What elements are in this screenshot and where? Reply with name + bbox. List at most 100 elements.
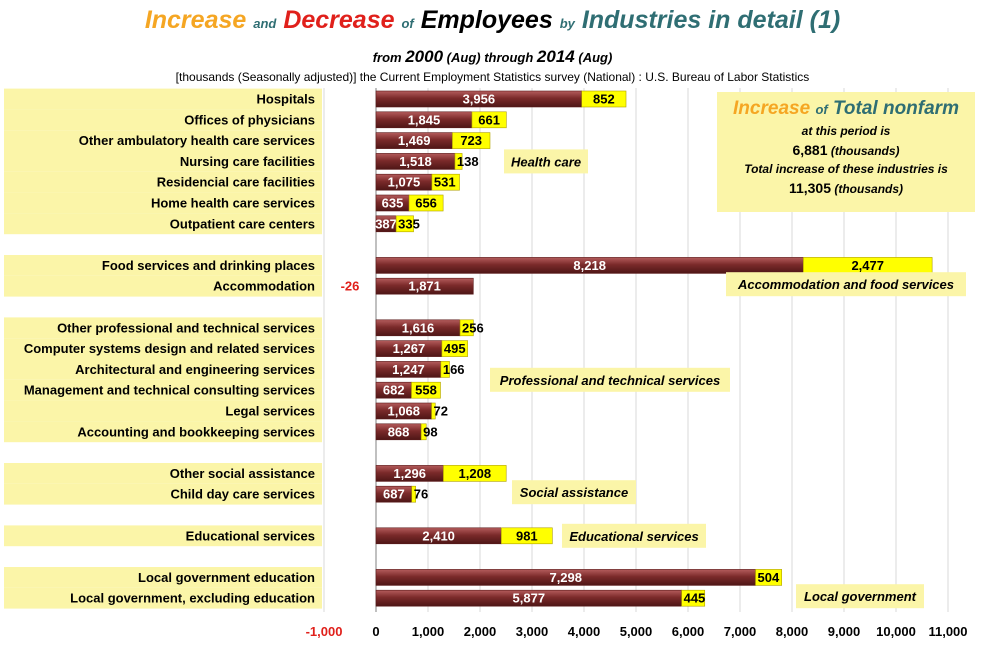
info-word-of: of	[815, 102, 828, 117]
title-word-increase: Increase	[144, 6, 247, 34]
info-total-nonfarm-value: 6,881	[792, 142, 828, 158]
row-label-band	[4, 359, 322, 380]
row-label: Other social assistance	[170, 466, 315, 481]
change-bar	[454, 153, 463, 170]
base-value-label: 8,218	[573, 258, 606, 273]
change-value-label: 256	[462, 320, 484, 335]
info-total-industries-value: 11,305	[788, 180, 832, 196]
row-label-band	[4, 192, 322, 214]
base-value-label: 1,845	[408, 112, 441, 127]
x-tick-label: 4,000	[568, 624, 601, 639]
change-bar	[408, 194, 444, 212]
change-value-label: 495	[444, 341, 466, 356]
row-label-band	[4, 255, 322, 276]
info-unit-2: (thousands)	[834, 182, 904, 196]
group-label: Local government	[804, 589, 917, 604]
change-bar	[459, 319, 474, 337]
base-value-label: 1,247	[392, 362, 425, 377]
group-label-box	[726, 272, 966, 297]
row-label-band	[4, 525, 322, 547]
row-label: Hospitals	[256, 92, 315, 107]
change-bar	[681, 589, 706, 607]
subtitle-end-month: (Aug)	[578, 50, 613, 65]
subtitle-through: (Aug) through	[446, 50, 534, 65]
row-label-band	[4, 171, 322, 193]
subtitle-end-year: 2014	[536, 47, 575, 66]
info-line-1: at this period is	[801, 124, 891, 138]
row-label: Residencial care facilities	[157, 175, 315, 190]
title-word-industries: Industries in detail (1)	[581, 6, 841, 34]
change-bar	[443, 465, 507, 482]
info-word-total-nonfarm: Total nonfarm	[833, 98, 959, 119]
row-label: Nursing care facilities	[180, 154, 315, 169]
row-label-band	[4, 317, 322, 339]
base-value-label: 687	[383, 487, 405, 502]
row-label: Other professional and technical service…	[57, 320, 315, 335]
row-label-band	[4, 483, 322, 505]
row-label: Accounting and bookkeeping services	[77, 424, 315, 439]
change-value-label: 531	[434, 175, 456, 190]
change-bar	[395, 215, 414, 233]
subtitle-from: from	[372, 50, 402, 65]
base-value-label: 1,075	[388, 175, 421, 190]
x-tick-label: 0	[372, 624, 379, 639]
group-label: Educational services	[569, 529, 698, 544]
info-header: Increase of Total nonfarm	[717, 98, 975, 120]
base-value-label: 1,296	[393, 466, 426, 481]
row-label: Outpatient care centers	[170, 216, 315, 231]
change-bar	[755, 569, 783, 586]
change-value-label: 138	[457, 154, 479, 169]
change-bar	[420, 423, 427, 441]
base-value-label: 1,871	[408, 279, 441, 294]
row-label: Other ambulatory health care services	[79, 133, 315, 148]
base-value-label: 1,616	[402, 320, 435, 335]
row-label: Computer systems design and related serv…	[24, 341, 315, 356]
title-word-by: by	[559, 16, 575, 31]
row-label: Local government education	[138, 570, 315, 585]
group-label-box	[490, 367, 730, 392]
change-value-label: 445	[684, 591, 706, 606]
row-label: Local government, excluding education	[70, 591, 315, 606]
change-value-label: 661	[478, 112, 500, 127]
x-tick-label: 8,000	[776, 624, 809, 639]
change-value-label: 76	[414, 487, 428, 502]
change-value-label: 2,477	[851, 258, 884, 273]
base-value-label: 1,267	[393, 341, 426, 356]
row-label-band	[4, 400, 322, 422]
row-label-band	[4, 379, 322, 401]
row-label: Management and technical consulting serv…	[24, 383, 315, 398]
row-label: Legal services	[225, 404, 315, 419]
x-tick-label: 3,000	[516, 624, 549, 639]
x-tick-label: 2,000	[464, 624, 497, 639]
change-value-label: 723	[460, 133, 482, 148]
row-label-band	[4, 275, 322, 297]
base-bar	[375, 277, 474, 295]
group-label-box	[796, 584, 924, 609]
title-word-of: of	[401, 16, 414, 31]
subtitle-start-year: 2000	[405, 47, 444, 66]
x-tick-label: 6,000	[672, 624, 705, 639]
title-word-and: and	[253, 16, 277, 31]
change-bar	[581, 90, 627, 108]
row-label: Accommodation	[213, 279, 315, 294]
info-word-increase: Increase	[733, 98, 811, 119]
row-label-band	[4, 213, 322, 235]
x-tick-label: 9,000	[828, 624, 861, 639]
base-value-label: 1,068	[387, 404, 420, 419]
x-tick-label: 11,000	[928, 624, 967, 639]
title-word-decrease: Decrease	[283, 6, 395, 34]
info-line-3: Total increase of these industries is	[744, 162, 948, 176]
row-label-band	[4, 130, 322, 151]
group-label: Social assistance	[520, 485, 628, 500]
change-bar	[411, 485, 416, 503]
change-value-label: 981	[516, 528, 538, 543]
info-line-4: 11,305 (thousands)	[717, 180, 975, 196]
base-value-label: 1,469	[398, 133, 431, 148]
x-tick-label: 7,000	[724, 624, 757, 639]
group-label-box	[504, 149, 588, 174]
base-value-label: 387	[375, 216, 397, 231]
row-label-band	[4, 109, 322, 131]
row-label: Architectural and engineering services	[75, 362, 315, 377]
chart-subtitle: from 2000 (Aug) through 2014 (Aug)	[0, 47, 985, 67]
